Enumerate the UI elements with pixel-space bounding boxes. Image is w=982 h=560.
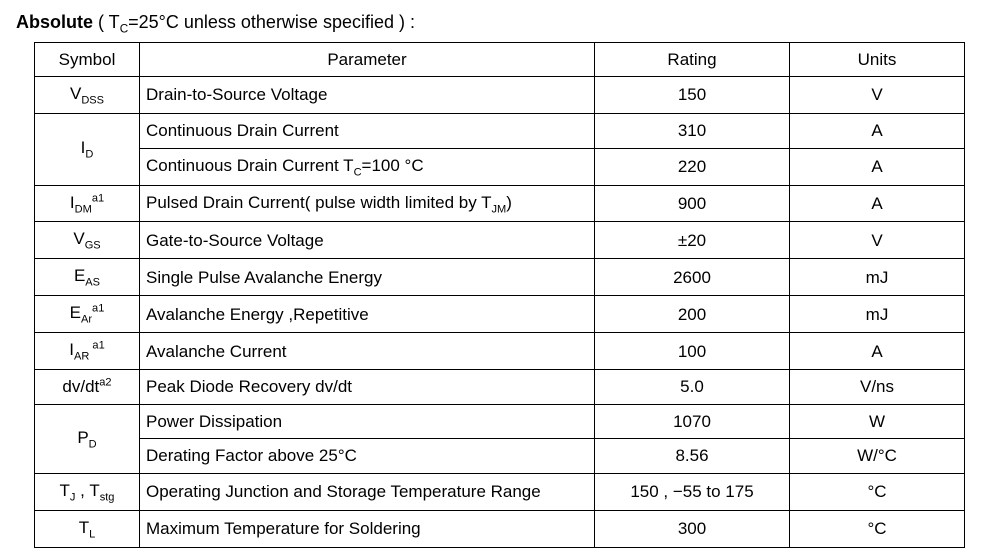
table-row: IAR a1 Avalanche Current 100 A [35,333,965,370]
rating-cell: 900 [595,185,790,222]
table-row: dv/dta2 Peak Diode Recovery dv/dt 5.0 V/… [35,370,965,405]
symbol-cell: ID [35,114,140,185]
units-cell: W/°C [790,439,965,474]
units-cell: °C [790,510,965,547]
heading-title: Absolute [16,12,93,32]
units-cell: V [790,222,965,259]
param-cell: Peak Diode Recovery dv/dt [140,370,595,405]
units-cell: A [790,114,965,149]
table-row: VDSS Drain-to-Source Voltage 150 V [35,77,965,114]
heading-cond-sub: C [120,23,128,36]
heading-cond-pre: ( T [93,12,120,32]
symbol-cell: dv/dta2 [35,370,140,405]
table-header-row: Symbol Parameter Rating Units [35,42,965,77]
rating-cell: 5.0 [595,370,790,405]
symbol-cell: PD [35,404,140,473]
symbol-cell: IAR a1 [35,333,140,370]
param-cell: Drain-to-Source Voltage [140,77,595,114]
symbol-cell: EAra1 [35,296,140,333]
units-cell: A [790,333,965,370]
units-cell: A [790,185,965,222]
table-row: Continuous Drain Current TC=100 °C 220 A [35,148,965,185]
units-cell: A [790,148,965,185]
param-cell: Continuous Drain Current TC=100 °C [140,148,595,185]
table-row: TJ , Tstg Operating Junction and Storage… [35,473,965,510]
rating-cell: 310 [595,114,790,149]
param-cell: Avalanche Energy ,Repetitive [140,296,595,333]
symbol-cell: VGS [35,222,140,259]
param-cell: Pulsed Drain Current( pulse width limite… [140,185,595,222]
table-row: Derating Factor above 25°C 8.56 W/°C [35,439,965,474]
param-cell: Avalanche Current [140,333,595,370]
rating-cell: ±20 [595,222,790,259]
param-cell: Single Pulse Avalanche Energy [140,259,595,296]
ratings-table: Symbol Parameter Rating Units VDSS Drain… [34,42,965,548]
units-cell: °C [790,473,965,510]
rating-cell: 2600 [595,259,790,296]
rating-cell: 220 [595,148,790,185]
units-cell: V [790,77,965,114]
param-cell: Continuous Drain Current [140,114,595,149]
table-row: EAS Single Pulse Avalanche Energy 2600 m… [35,259,965,296]
units-cell: V/ns [790,370,965,405]
units-cell: W [790,404,965,439]
rating-cell: 150 , −55 to 175 [595,473,790,510]
rating-cell: 300 [595,510,790,547]
col-parameter: Parameter [140,42,595,77]
rating-cell: 200 [595,296,790,333]
section-heading: Absolute ( TC=25°C unless otherwise spec… [16,12,966,36]
symbol-cell: IDMa1 [35,185,140,222]
param-cell: Power Dissipation [140,404,595,439]
symbol-cell: EAS [35,259,140,296]
col-symbol: Symbol [35,42,140,77]
table-row: ID Continuous Drain Current 310 A [35,114,965,149]
param-cell: Gate-to-Source Voltage [140,222,595,259]
table-row: VGS Gate-to-Source Voltage ±20 V [35,222,965,259]
units-cell: mJ [790,259,965,296]
rating-cell: 100 [595,333,790,370]
param-cell: Derating Factor above 25°C [140,439,595,474]
rating-cell: 1070 [595,404,790,439]
col-rating: Rating [595,42,790,77]
units-cell: mJ [790,296,965,333]
param-cell: Maximum Temperature for Soldering [140,510,595,547]
table-row: EAra1 Avalanche Energy ,Repetitive 200 m… [35,296,965,333]
symbol-cell: VDSS [35,77,140,114]
table-row: TL Maximum Temperature for Soldering 300… [35,510,965,547]
rating-cell: 150 [595,77,790,114]
table-row: IDMa1 Pulsed Drain Current( pulse width … [35,185,965,222]
col-units: Units [790,42,965,77]
symbol-cell: TL [35,510,140,547]
heading-cond-post: =25°C unless otherwise specified ) : [128,12,415,32]
table-row: PD Power Dissipation 1070 W [35,404,965,439]
symbol-cell: TJ , Tstg [35,473,140,510]
param-cell: Operating Junction and Storage Temperatu… [140,473,595,510]
rating-cell: 8.56 [595,439,790,474]
